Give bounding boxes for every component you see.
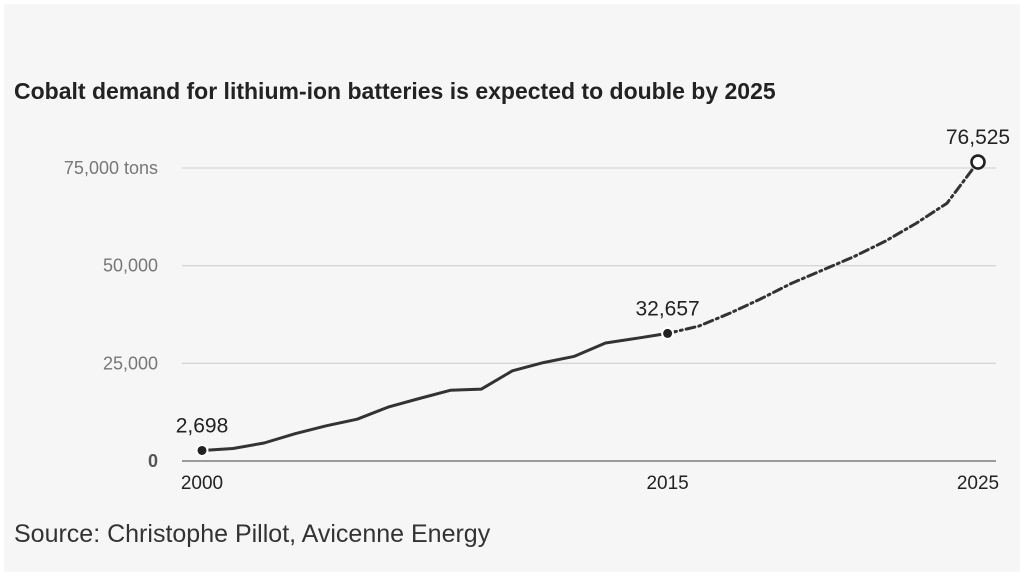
y-tick-label: 50,000 bbox=[103, 256, 158, 276]
y-tick-labels: 0 25,000 50,000 75,000 tons bbox=[64, 158, 158, 471]
x-tick-label: 2000 bbox=[181, 473, 223, 494]
data-point-marker bbox=[970, 154, 986, 170]
y-tick-label: 0 bbox=[148, 451, 158, 471]
x-tick-labels: 2000 2015 2025 bbox=[181, 473, 999, 494]
x-tick-label: 2025 bbox=[957, 473, 999, 494]
data-point-marker bbox=[197, 445, 207, 455]
data-label: 76,525 bbox=[946, 126, 1010, 149]
historical-line bbox=[200, 331, 670, 452]
y-tick-label: 75,000 tons bbox=[64, 158, 158, 178]
data-markers bbox=[195, 154, 986, 457]
series-lines bbox=[200, 160, 980, 452]
projection-line bbox=[666, 160, 980, 335]
data-label: 32,657 bbox=[635, 297, 699, 320]
chart-title: Cobalt demand for lithium-ion batteries … bbox=[14, 78, 776, 104]
gridlines bbox=[182, 167, 996, 462]
x-tick-label: 2015 bbox=[646, 473, 688, 494]
data-label: 2,698 bbox=[176, 414, 229, 437]
source-note: Source: Christophe Pillot, Avicenne Ener… bbox=[14, 520, 491, 548]
chart-panel bbox=[4, 4, 1020, 572]
data-labels: 2,698 32,657 76,525 bbox=[176, 126, 1010, 437]
y-tick-label: 25,000 bbox=[103, 353, 158, 373]
data-point-marker bbox=[663, 328, 673, 338]
